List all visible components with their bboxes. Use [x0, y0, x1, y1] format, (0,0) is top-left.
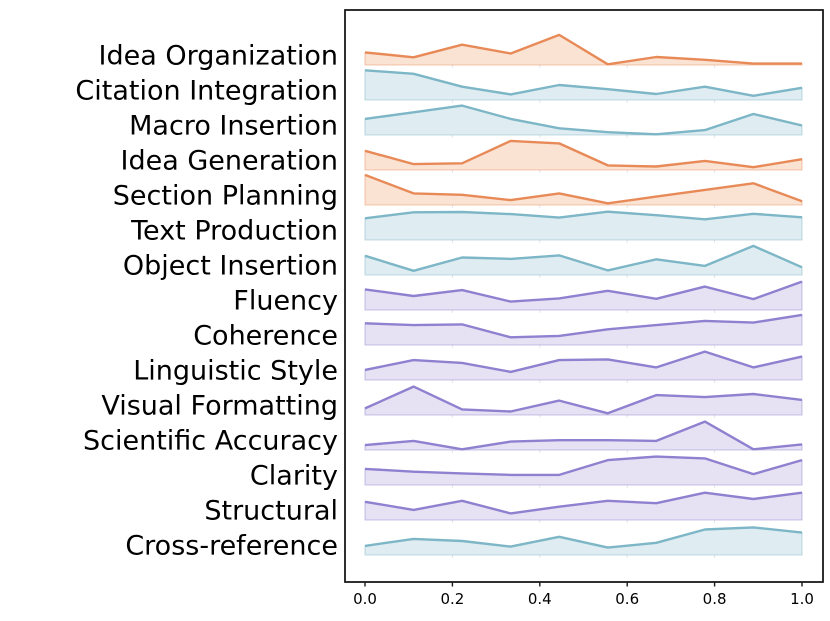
category-label-cross-reference: Cross-reference	[125, 531, 338, 562]
x-tick-label: 0.4	[528, 590, 552, 608]
ridge-coherence-line	[364, 313, 803, 339]
category-label-fluency: Fluency	[233, 286, 338, 317]
x-tick-label: 0.2	[440, 590, 464, 608]
ridge-citation-integration-line	[364, 69, 803, 97]
category-label-macro-insertion: Macro Insertion	[129, 111, 338, 142]
category-label-clarity: Clarity	[250, 461, 338, 492]
ridge-scientific-accuracy-line	[364, 420, 803, 451]
plot-frame	[344, 9, 824, 583]
category-label-visual-formatting: Visual Formatting	[101, 391, 338, 422]
category-label-idea-organization: Idea Organization	[99, 41, 338, 72]
category-label-structural: Structural	[204, 496, 338, 527]
x-tick-label: 0.8	[703, 590, 727, 608]
category-label-coherence: Coherence	[193, 321, 338, 352]
ridge-structural-line	[364, 491, 803, 515]
ridge-visual-formatting-line	[364, 385, 803, 415]
ridge-linguistic-style-line	[364, 350, 803, 374]
category-label-section-planning: Section Planning	[113, 181, 338, 212]
ridge-fluency-line	[364, 280, 803, 303]
ridge-macro-insertion-line	[364, 104, 803, 136]
category-label-object-insertion: Object Insertion	[123, 251, 338, 282]
x-tick-label: 0.6	[615, 590, 639, 608]
category-label-idea-generation: Idea Generation	[121, 146, 338, 177]
ridge-idea-generation-line	[364, 139, 803, 169]
category-label-linguistic-style: Linguistic Style	[133, 356, 338, 387]
x-tick-label: 0.0	[353, 590, 377, 608]
ridge-cross-reference-line	[364, 526, 803, 549]
ridge-object-insertion-line	[364, 244, 803, 272]
category-label-citation-integration: Citation Integration	[75, 76, 338, 107]
ridge-text-production-line	[364, 210, 803, 221]
category-label-text-production: Text Production	[130, 216, 338, 247]
category-label-scientific-accuracy: Scientific Accuracy	[83, 426, 338, 457]
ridge-clarity-line	[364, 455, 803, 477]
ridge-section-planning-line	[364, 173, 803, 205]
x-tick-label: 1.0	[790, 590, 814, 608]
ridge-idea-organization-line	[364, 33, 802, 66]
